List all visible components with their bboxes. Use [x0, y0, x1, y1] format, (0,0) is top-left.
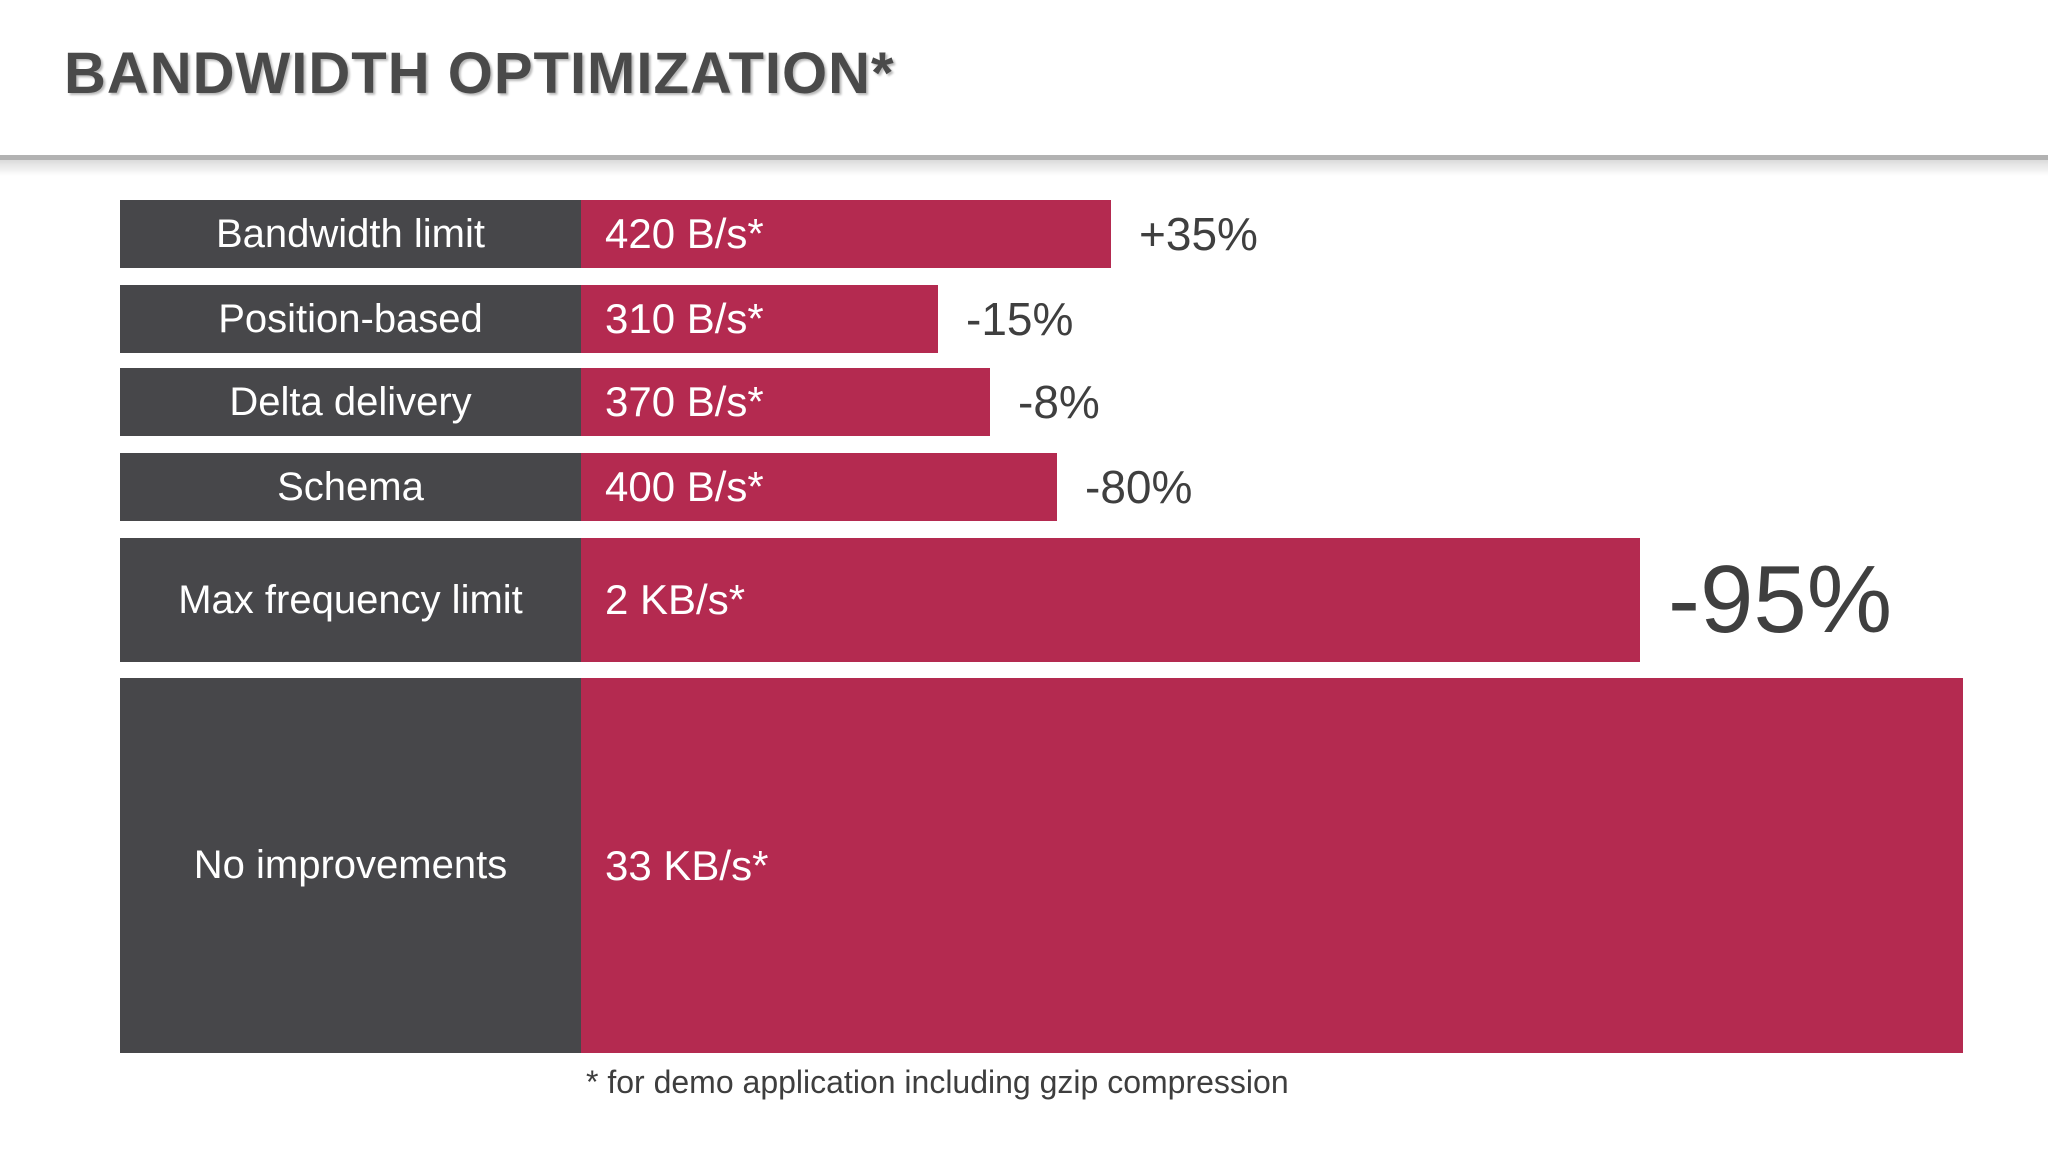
- bar-value-label: 400 B/s*: [605, 463, 764, 510]
- bar-value-label: 2 KB/s*: [605, 576, 746, 623]
- chart-row-no-improvements: No improvements 33 KB/s*: [120, 678, 1991, 1053]
- category-label: No improvements: [193, 843, 508, 887]
- category-label-box: Position-based: [120, 285, 581, 353]
- header-divider: [0, 155, 2048, 176]
- category-label: Delta delivery: [229, 379, 472, 424]
- bar-value-label: 33 KB/s*: [605, 841, 769, 889]
- value-bar: 33 KB/s*: [581, 678, 1963, 1053]
- chart-row-bandwidth-limit: Bandwidth limit 420 B/s* +35%: [120, 200, 1258, 268]
- footnote: * for demo application including gzip co…: [586, 1064, 1289, 1100]
- category-label-box: Delta delivery: [120, 368, 581, 436]
- category-label: Schema: [277, 464, 424, 509]
- category-label: Max frequency limit: [178, 577, 523, 622]
- chart-row-max-frequency-limit: Max frequency limit 2 KB/s* -95%: [120, 538, 1892, 662]
- value-bar: 2 KB/s*: [581, 538, 1640, 662]
- chart-row-position-based: Position-based 310 B/s* -15%: [120, 285, 1073, 353]
- chart-row-schema: Schema 400 B/s* -80%: [120, 453, 1192, 521]
- bar-value-label: 370 B/s*: [605, 378, 764, 425]
- delta-label: -8%: [1018, 376, 1100, 428]
- category-label-box: Max frequency limit: [120, 538, 581, 662]
- value-bar: 370 B/s*: [581, 368, 990, 436]
- page-title: BANDWIDTH OPTIMIZATION*: [64, 41, 895, 106]
- value-bar: 400 B/s*: [581, 453, 1057, 521]
- delta-label: -95%: [1668, 546, 1893, 653]
- category-label-box: No improvements: [120, 678, 581, 1053]
- category-label: Bandwidth limit: [215, 211, 485, 256]
- category-label-box: Bandwidth limit: [120, 200, 581, 268]
- delta-label: -15%: [966, 293, 1074, 345]
- delta-label: -80%: [1085, 461, 1193, 513]
- value-bar: 310 B/s*: [581, 285, 938, 353]
- category-label: Position-based: [218, 296, 483, 341]
- chart-row-delta-delivery: Delta delivery 370 B/s* -8%: [120, 368, 1100, 436]
- bar-value-label: 310 B/s*: [605, 295, 764, 342]
- bar-value-label: 420 B/s*: [605, 210, 764, 257]
- category-label-box: Schema: [120, 453, 581, 521]
- value-bar: 420 B/s*: [581, 200, 1111, 268]
- delta-label: +35%: [1139, 208, 1258, 260]
